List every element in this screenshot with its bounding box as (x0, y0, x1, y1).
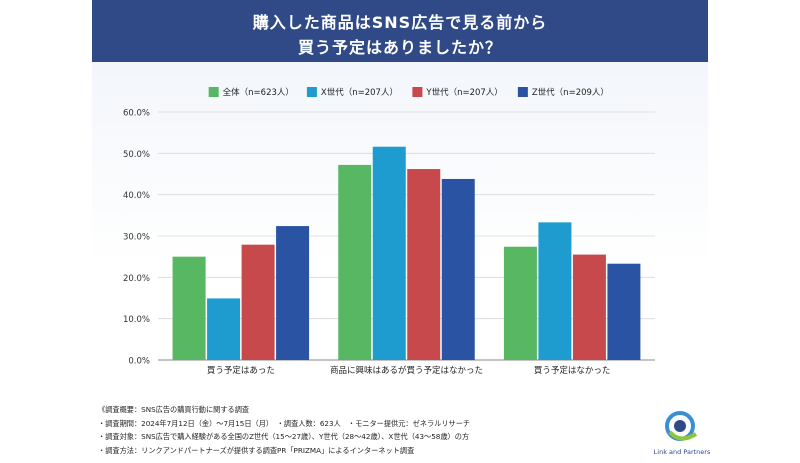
note-line: ・調査期間：2024年7月12日（金）〜7月15日（月） ・調査人数：623人 … (98, 418, 471, 428)
legend-label: X世代（n=207人） (321, 87, 398, 98)
survey-notes: 《調査概要：SNS広告の購買行動に関する調査 ・調査期間：2024年7月12日（… (98, 403, 638, 457)
y-tick-label: 20.0% (123, 274, 150, 284)
legend-label: 全体（n=623人） (223, 87, 294, 98)
y-tick-label: 60.0% (123, 109, 150, 119)
x-tick-label: 商品に興味はあるが買う予定はなかった (330, 365, 483, 376)
title-banner: 購入した商品はSNS広告で見る前から 買う予定はありましたか？ (92, 0, 708, 62)
bar (241, 244, 275, 360)
bar-chart: 0.0% 10.0% 20.0% 30.0% 40.0% 50.0% 60.0% 買う予定はあ… (123, 87, 655, 376)
logo-mark-icon (665, 411, 698, 441)
bar (538, 222, 572, 360)
bar (207, 298, 241, 360)
legend-swatch (208, 87, 219, 97)
bar (441, 178, 475, 360)
note-line: ・調査対象：SNS広告で購入経験がある全国のZ世代（15〜27歳）、Y世代（28… (98, 432, 470, 441)
y-tick-label: 40.0% (123, 191, 150, 201)
legend-swatch (517, 87, 528, 97)
bar (372, 146, 406, 360)
y-tick-label: 30.0% (123, 233, 150, 243)
bar (172, 256, 206, 360)
bar (338, 164, 372, 360)
y-tick-label: 50.0% (123, 150, 150, 160)
chart-title-line1: 購入した商品はSNS広告で見る前から (252, 13, 548, 32)
bar (503, 246, 537, 360)
legend-label: Z世代（n=209人） (532, 87, 609, 98)
legend-label: Y世代（n=207人） (425, 87, 502, 98)
x-tick-label: 買う予定はあった (207, 365, 275, 376)
note-line: ・調査方法：リンクアンドパートナーズが提供する調査PR「PRIZMA」によるイン… (98, 445, 415, 455)
company-logo: Link and Partners (652, 408, 712, 460)
logo-text: Link and Partners (653, 448, 711, 456)
y-tick-label: 10.0% (123, 315, 150, 325)
legend-swatch (412, 87, 423, 97)
note-line: 《調査概要：SNS広告の購買行動に関する調査 (98, 405, 250, 414)
bar (572, 254, 606, 360)
legend-swatch (306, 87, 317, 97)
chart-title-line2: 買う予定はありましたか？ (297, 38, 502, 57)
bar (276, 226, 310, 360)
y-tick-label: 0.0% (128, 357, 150, 367)
bar (607, 263, 641, 360)
bar (407, 169, 441, 360)
x-tick-label: 買う予定はなかった (534, 365, 611, 376)
